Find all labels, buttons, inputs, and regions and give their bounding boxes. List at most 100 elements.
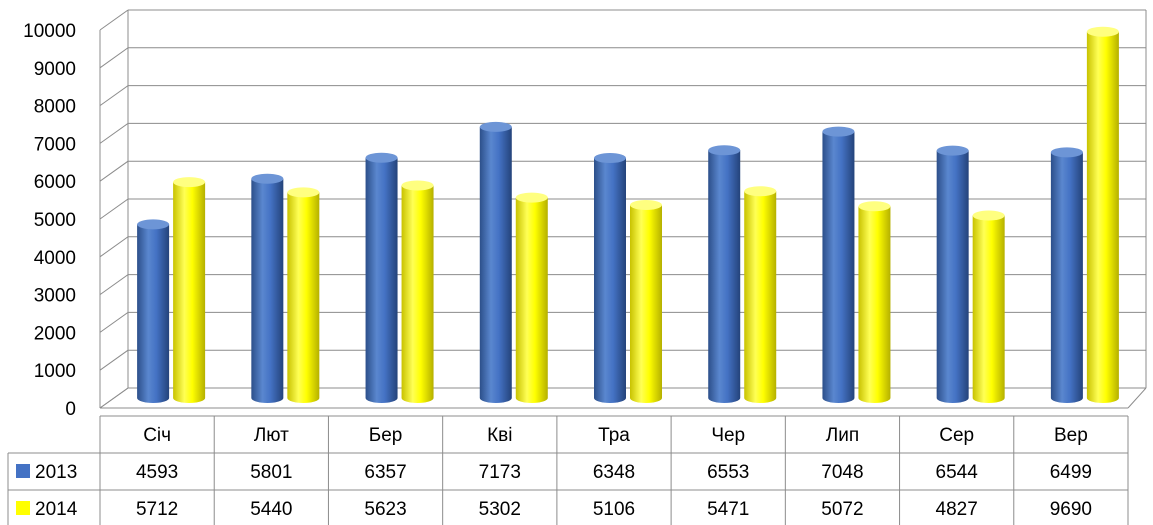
gridline-side — [99, 274, 129, 296]
data-label: 5623 — [364, 499, 406, 520]
x-tick-label: Чер — [711, 425, 745, 446]
y-tick-label: 6000 — [34, 172, 76, 193]
y-tick-label: 9000 — [34, 59, 76, 80]
y-tick-label: 5000 — [34, 210, 76, 231]
x-tick-label: Бер — [369, 425, 403, 446]
bar-body — [137, 224, 170, 403]
data-label: 7048 — [821, 462, 863, 483]
x-tick-label: Лют — [254, 425, 289, 446]
bar-2014-Чер — [744, 186, 777, 403]
bar-2014-Бер — [401, 180, 434, 403]
bar-body — [630, 204, 662, 403]
bar-2014-Кві — [515, 192, 548, 403]
legend-label: 2013 — [35, 462, 77, 483]
x-tick-label: Кві — [487, 425, 512, 446]
bar-2013-Вер — [1050, 147, 1083, 403]
gridline-side — [99, 47, 129, 69]
bar-body — [479, 126, 512, 404]
bar-body — [744, 191, 777, 403]
y-tick-label: 2000 — [34, 323, 76, 344]
legend-label: 2014 — [35, 499, 78, 520]
bar-body — [365, 157, 398, 403]
bar-top — [972, 210, 1005, 221]
bar-top — [479, 121, 512, 132]
bar-top — [822, 126, 855, 137]
gridline-side — [99, 122, 129, 144]
bar-top — [858, 201, 891, 212]
y-tick-label: 0 — [65, 399, 76, 420]
bar-2013-Кві — [479, 121, 512, 404]
data-table: Січ Лют Бер Кві Тра Чер Лип Сер Вер 2013 4593 5801 6… — [7, 415, 1129, 525]
bar-top — [936, 145, 969, 156]
bar-2013-Сер — [936, 145, 969, 403]
bar-top — [708, 145, 741, 156]
bar-body — [1050, 152, 1083, 403]
bar-top — [515, 192, 548, 203]
gridline-side — [99, 311, 129, 333]
data-label: 5801 — [250, 462, 292, 483]
bar-2014-Лют — [287, 187, 320, 403]
y-tick-label: 7000 — [34, 134, 76, 155]
floor-right-edge — [1127, 387, 1147, 409]
x-tick-label: Січ — [143, 425, 171, 446]
data-label: 4827 — [936, 499, 978, 520]
bar-top — [137, 219, 170, 230]
bar-top — [401, 180, 434, 191]
bar-2014-Лип — [858, 201, 891, 403]
data-label: 6544 — [936, 462, 979, 483]
gridline-side — [99, 236, 129, 258]
bar-2013-Тра — [594, 153, 626, 403]
bar-top — [1050, 147, 1083, 158]
bar-body — [708, 150, 741, 403]
data-label: 5106 — [593, 499, 635, 520]
x-tick-label: Лип — [826, 425, 859, 446]
bar-top — [1086, 26, 1119, 37]
bar-top — [287, 187, 320, 198]
y-tick-label: 8000 — [34, 97, 76, 118]
bar-body — [858, 206, 891, 403]
y-tick-label: 4000 — [34, 248, 76, 269]
data-label: 4593 — [136, 462, 178, 483]
y-tick-label: 3000 — [34, 286, 76, 307]
data-label: 5712 — [136, 499, 178, 520]
bar-2013-Бер — [365, 152, 398, 403]
bar-2014-Січ — [173, 177, 206, 403]
bar-2014-Тра — [630, 199, 662, 403]
bars — [137, 26, 1119, 404]
gridline-side — [99, 9, 129, 31]
y-tick-label: 10000 — [23, 21, 76, 42]
legend-key — [16, 464, 30, 478]
data-label: 9690 — [1050, 499, 1092, 520]
bar-2014-Вер — [1086, 26, 1119, 404]
gridline-side — [99, 387, 129, 409]
bar-body — [515, 197, 548, 403]
bar-top — [630, 199, 662, 210]
data-label: 6348 — [593, 462, 635, 483]
gridline-side — [99, 160, 129, 182]
bar-2014-Сер — [972, 210, 1005, 403]
bar-top — [594, 153, 626, 164]
bar-top — [365, 152, 398, 163]
data-label: 6357 — [364, 462, 406, 483]
bar-top — [744, 186, 777, 197]
bar-body — [1086, 31, 1119, 404]
bar-body — [936, 150, 969, 403]
y-axis-tick-labels: 0 1000 2000 3000 4000 5000 6000 7000 8000 9000 100… — [23, 21, 76, 420]
bar-2013-Лип — [822, 126, 855, 403]
data-label: 5302 — [479, 499, 521, 520]
y-tick-label: 1000 — [34, 361, 76, 382]
bar-top — [251, 173, 284, 184]
bar-body — [822, 131, 855, 403]
data-label: 5471 — [707, 499, 749, 520]
bar-body — [972, 215, 1005, 403]
x-tick-label: Тра — [598, 425, 630, 446]
data-label: 6553 — [707, 462, 749, 483]
data-label: 7173 — [479, 462, 521, 483]
bar-body — [287, 192, 320, 403]
gridline-side — [99, 198, 129, 220]
bar-body — [401, 185, 434, 403]
x-tick-label: Сер — [939, 425, 974, 446]
bar-2013-Січ — [137, 219, 170, 403]
bar-2013-Лют — [251, 173, 284, 403]
